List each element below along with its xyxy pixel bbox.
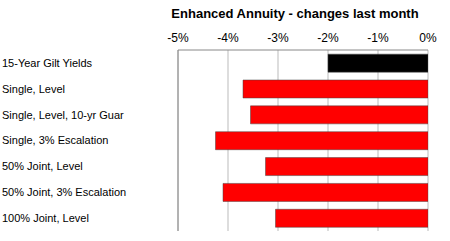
- svg-text:50% Joint, 3% Escalation: 50% Joint, 3% Escalation: [2, 186, 126, 198]
- svg-text:-5%: -5%: [167, 31, 189, 45]
- svg-text:-1%: -1%: [367, 31, 389, 45]
- svg-text:Single, Level, 10-yr Guar: Single, Level, 10-yr Guar: [2, 109, 124, 121]
- svg-text:Single, 3% Escalation: Single, 3% Escalation: [2, 134, 108, 146]
- svg-text:-4%: -4%: [217, 31, 239, 45]
- svg-text:Single, Level: Single, Level: [2, 83, 65, 95]
- svg-text:100% Joint, Level: 100% Joint, Level: [2, 212, 89, 224]
- svg-text:0%: 0%: [419, 31, 437, 45]
- html-text:Enhanced Annuity - changes las: Enhanced Annuity - changes last month: [171, 6, 419, 21]
- svg-text:15-Year Gilt Yields: 15-Year Gilt Yields: [2, 57, 93, 69]
- svg-text:50% Joint, Level: 50% Joint, Level: [2, 160, 83, 172]
- svg-text:-2%: -2%: [317, 31, 339, 45]
- svg-text:-3%: -3%: [267, 31, 289, 45]
